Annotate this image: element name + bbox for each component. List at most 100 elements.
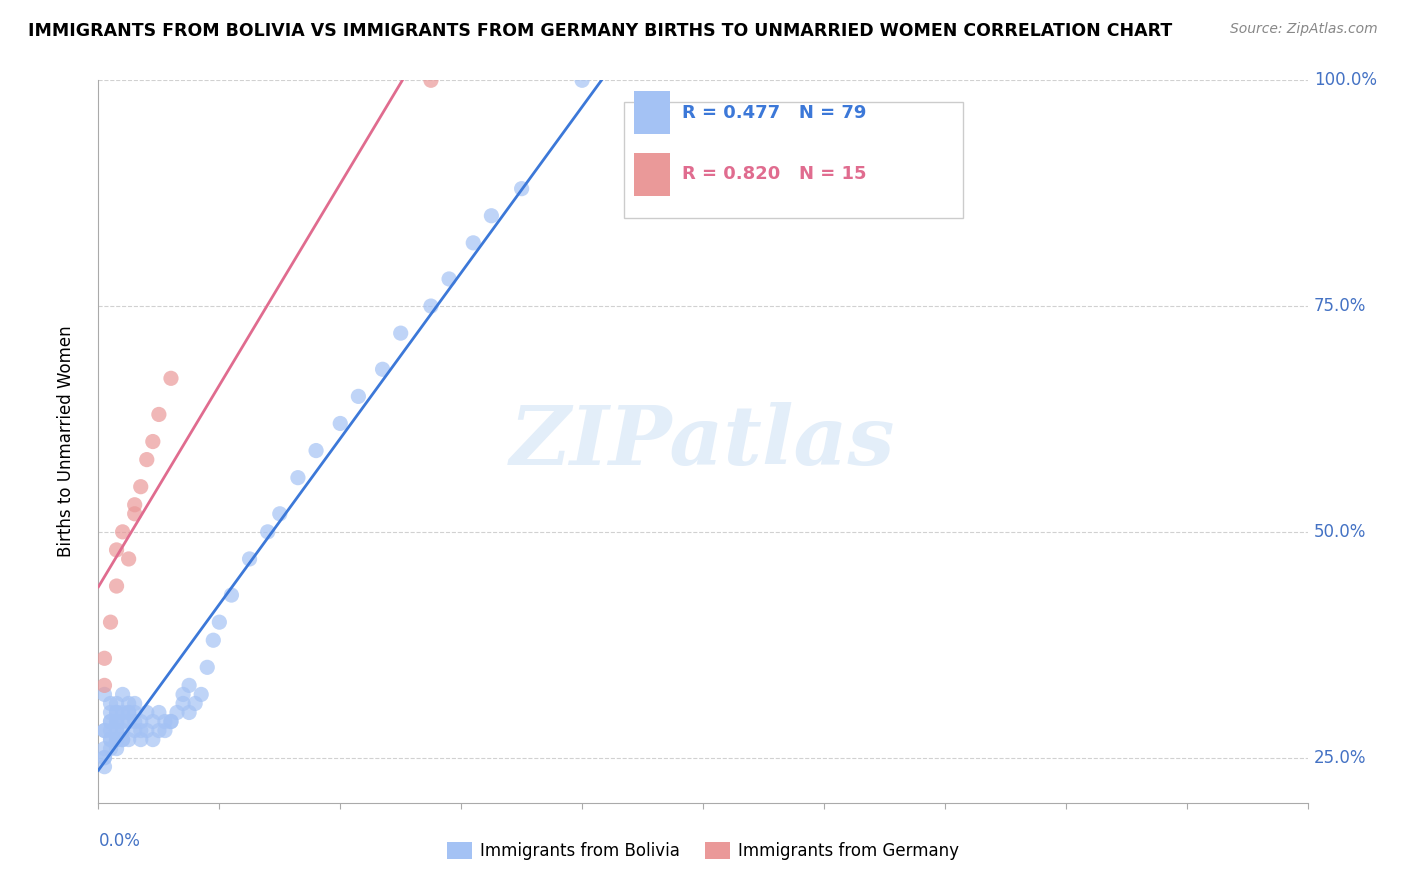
Point — [129, 723, 152, 738]
Point — [93, 723, 115, 738]
Point — [111, 524, 134, 539]
Point — [100, 723, 122, 738]
Point — [111, 732, 134, 747]
Point — [111, 714, 134, 729]
Point — [93, 678, 115, 692]
Point — [129, 714, 152, 729]
Point — [256, 524, 278, 539]
Point — [160, 371, 183, 385]
Text: 25.0%: 25.0% — [1313, 748, 1367, 766]
Point — [100, 732, 122, 747]
Text: 100.0%: 100.0% — [1313, 71, 1376, 89]
Point — [221, 588, 243, 602]
Point — [105, 723, 128, 738]
Point — [118, 732, 141, 747]
Point — [148, 706, 170, 720]
Point — [142, 714, 165, 729]
Point — [111, 732, 134, 747]
Point — [93, 687, 115, 701]
Text: Source: ZipAtlas.com: Source: ZipAtlas.com — [1230, 22, 1378, 37]
FancyBboxPatch shape — [634, 153, 671, 196]
Point — [118, 714, 141, 729]
Text: ZIPatlas: ZIPatlas — [510, 401, 896, 482]
Point — [420, 299, 443, 313]
Point — [142, 434, 165, 449]
Point — [124, 498, 146, 512]
Point — [118, 697, 141, 711]
Point — [202, 633, 225, 648]
Text: 0.0%: 0.0% — [98, 831, 141, 850]
Point — [166, 706, 188, 720]
Point — [105, 741, 128, 756]
Point — [172, 697, 194, 711]
Point — [93, 750, 115, 764]
Point — [481, 209, 503, 223]
Point — [135, 706, 157, 720]
Point — [105, 579, 128, 593]
Point — [371, 362, 394, 376]
Point — [195, 660, 218, 674]
FancyBboxPatch shape — [634, 91, 671, 135]
Point — [100, 706, 122, 720]
Legend: Immigrants from Bolivia, Immigrants from Germany: Immigrants from Bolivia, Immigrants from… — [440, 835, 966, 867]
Point — [105, 732, 128, 747]
Point — [287, 470, 309, 484]
Text: IMMIGRANTS FROM BOLIVIA VS IMMIGRANTS FROM GERMANY BIRTHS TO UNMARRIED WOMEN COR: IMMIGRANTS FROM BOLIVIA VS IMMIGRANTS FR… — [28, 22, 1173, 40]
Point — [105, 714, 128, 729]
Point — [118, 552, 141, 566]
Point — [100, 714, 122, 729]
Point — [105, 706, 128, 720]
Point — [160, 714, 183, 729]
Point — [347, 389, 370, 403]
Y-axis label: Births to Unmarried Women: Births to Unmarried Women — [56, 326, 75, 558]
Point — [184, 697, 207, 711]
Point — [148, 408, 170, 422]
Point — [389, 326, 412, 341]
Point — [135, 723, 157, 738]
Point — [179, 678, 201, 692]
Point — [305, 443, 328, 458]
Text: R = 0.820   N = 15: R = 0.820 N = 15 — [682, 165, 868, 183]
Text: 75.0%: 75.0% — [1313, 297, 1367, 315]
Point — [437, 272, 460, 286]
Point — [463, 235, 485, 250]
Point — [124, 507, 146, 521]
Point — [105, 542, 128, 557]
Point — [100, 714, 122, 729]
Point — [329, 417, 352, 431]
Point — [153, 714, 176, 729]
Point — [129, 732, 152, 747]
Point — [93, 760, 115, 774]
Point — [142, 732, 165, 747]
Point — [172, 687, 194, 701]
Point — [190, 687, 212, 701]
Text: R = 0.477   N = 79: R = 0.477 N = 79 — [682, 103, 868, 122]
Point — [118, 706, 141, 720]
Point — [93, 741, 115, 756]
Point — [129, 480, 152, 494]
Point — [111, 723, 134, 738]
Point — [93, 750, 115, 764]
Point — [135, 452, 157, 467]
Point — [153, 723, 176, 738]
Point — [105, 732, 128, 747]
Point — [118, 706, 141, 720]
FancyBboxPatch shape — [624, 102, 963, 218]
Point — [93, 651, 115, 665]
Point — [111, 687, 134, 701]
Point — [124, 697, 146, 711]
Point — [100, 697, 122, 711]
Point — [105, 714, 128, 729]
Point — [93, 723, 115, 738]
Point — [105, 723, 128, 738]
Point — [124, 714, 146, 729]
Point — [124, 723, 146, 738]
Point — [105, 697, 128, 711]
Point — [124, 706, 146, 720]
Point — [420, 73, 443, 87]
Point — [510, 182, 533, 196]
Point — [111, 706, 134, 720]
Point — [100, 615, 122, 630]
Point — [100, 732, 122, 747]
Text: 50.0%: 50.0% — [1313, 523, 1367, 541]
